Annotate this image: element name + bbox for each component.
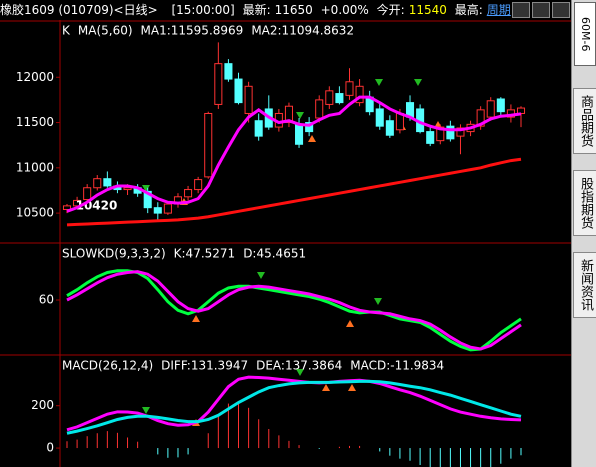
candle-body xyxy=(355,85,364,104)
y-tick-label: 10500 xyxy=(16,206,54,220)
series-line xyxy=(66,157,522,227)
tab[interactable]: 新闻资讯 xyxy=(573,252,596,318)
chart: 10500 11000 11500 12000 K MA(5,60) MA1:11595.8… xyxy=(0,0,571,467)
legend-entry: K xyxy=(62,24,71,38)
series-line xyxy=(66,379,522,435)
legend-entry: D:45.4651 xyxy=(243,247,306,261)
candle-body xyxy=(73,199,82,207)
candle-body xyxy=(194,179,203,191)
series-line xyxy=(66,375,522,432)
icon-button[interactable] xyxy=(512,2,530,18)
change: +0.00% xyxy=(320,3,369,17)
tab[interactable]: 股指期货 xyxy=(573,170,596,236)
background xyxy=(0,0,571,467)
y-tick-label: 60 xyxy=(39,293,54,307)
legend-entry: MA(5,60) xyxy=(78,24,133,38)
candle-body xyxy=(426,131,435,144)
legend-entry: DEA:137.3864 xyxy=(256,359,342,373)
candle-body xyxy=(305,122,314,133)
open-label: 今开: xyxy=(376,3,405,17)
candle-body xyxy=(486,100,495,118)
high-label: 最高: xyxy=(454,3,483,17)
candle-body xyxy=(214,63,223,105)
candle-body xyxy=(123,187,132,191)
header: 橡胶1609 (010709)<日线> [15:00:00] 最新: 11650 … xyxy=(0,0,596,20)
signal-arrows xyxy=(142,79,422,414)
candle-body xyxy=(456,127,465,137)
candle-body xyxy=(62,205,72,210)
candle-body xyxy=(325,90,334,105)
candle-body xyxy=(476,109,485,127)
y-tick-label: 0 xyxy=(46,441,54,455)
candle-body xyxy=(163,203,172,214)
latest-label: 最新: xyxy=(242,3,271,17)
candle-body xyxy=(244,85,253,114)
tab[interactable]: 商品期货 xyxy=(573,88,596,154)
candle-body xyxy=(335,93,344,104)
sidebar: 60M-6 商品期货 股指期货 新闻资讯 xyxy=(571,0,596,467)
legend-entry: MA1:11595.8969 xyxy=(141,24,244,38)
candle-body xyxy=(375,108,384,127)
candle-body xyxy=(224,63,233,80)
legend-entry: MACD:-11.9834 xyxy=(350,359,444,373)
legend-entry: MA2:11094.8632 xyxy=(251,24,354,38)
series-line xyxy=(66,95,522,213)
open: 11540 xyxy=(408,3,447,17)
candle-body xyxy=(496,98,505,113)
period[interactable]: 周期 xyxy=(486,3,511,17)
candle-body xyxy=(295,123,304,145)
series-line xyxy=(66,269,522,352)
candle-body xyxy=(516,107,526,114)
candle-body xyxy=(234,78,243,104)
candle-body xyxy=(143,190,152,209)
icon-button[interactable] xyxy=(552,2,570,18)
series-line xyxy=(66,270,522,351)
instrument: 橡胶1609 (010709)<日线> xyxy=(0,3,158,17)
candle-body xyxy=(345,81,354,96)
legend-entry: SLOWKD(9,3,3,2) xyxy=(62,247,166,261)
legend-entry: K:47.5271 xyxy=(174,247,236,261)
candle-body xyxy=(184,189,193,198)
y-tick-label: 12000 xyxy=(16,70,54,84)
y-tick-label: 11000 xyxy=(16,160,54,174)
candle-body xyxy=(83,187,92,201)
latest: 11650 xyxy=(274,3,313,17)
candle-body xyxy=(93,178,102,189)
candle-body xyxy=(284,105,293,124)
candle-body xyxy=(436,126,445,142)
legend-entry: DIFF:131.3947 xyxy=(161,359,248,373)
period-box[interactable]: 60M-6 xyxy=(574,2,596,66)
legend-entry: MACD(26,12,4) xyxy=(62,359,153,373)
candle-body xyxy=(254,120,263,137)
toolbar xyxy=(510,2,570,20)
candle-body xyxy=(204,112,213,178)
candle-body xyxy=(385,120,394,136)
y-tick-label: 200 xyxy=(31,398,54,412)
y-tick-label: 11500 xyxy=(16,115,54,129)
candle-body xyxy=(315,99,324,119)
icon-button[interactable] xyxy=(532,2,550,18)
candle-body xyxy=(153,207,162,214)
candle-body xyxy=(446,125,455,140)
candle-body xyxy=(103,178,112,187)
time: [15:00:00] xyxy=(171,3,235,17)
